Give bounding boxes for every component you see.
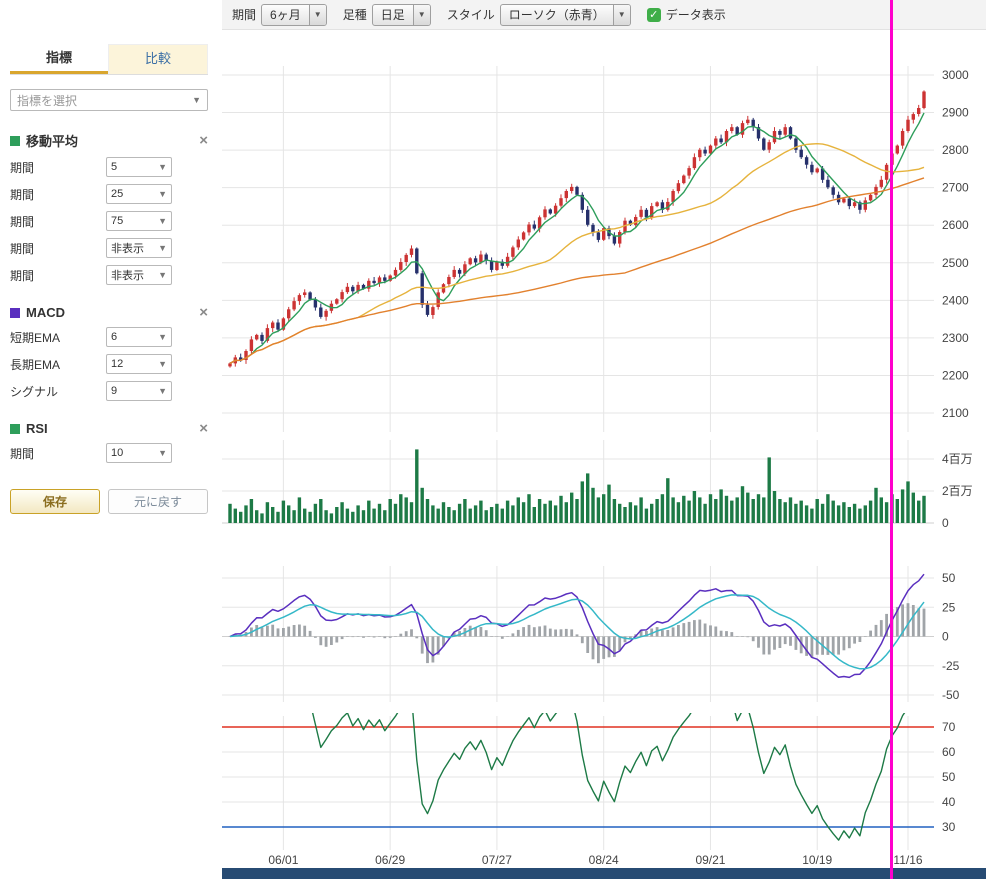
chevron-down-icon: ▼ (158, 359, 167, 369)
rsi-section-title: RSI (26, 421, 48, 436)
ma-color-swatch (10, 135, 20, 146)
svg-text:2100: 2100 (942, 406, 969, 420)
ma-section-title: 移動平均 (26, 134, 79, 149)
chart-bottom-bar (222, 868, 986, 879)
ma-period-2-select[interactable]: 25 ▼ (106, 184, 172, 204)
svg-text:11/16: 11/16 (893, 853, 922, 867)
chevron-down-icon: ▼ (158, 162, 167, 172)
rsi-color-swatch (10, 423, 20, 434)
macd-signal-label: シグナル (10, 384, 59, 399)
svg-text:0: 0 (942, 516, 949, 530)
svg-text:2800: 2800 (942, 143, 969, 157)
data-display-checkbox[interactable]: ✓ (646, 7, 661, 22)
period-dropdown[interactable]: 6ヶ月 ▼ (261, 3, 327, 26)
svg-text:-25: -25 (942, 659, 960, 673)
indicator-section-macd: MACD × 短期EMA 6 ▼ 長期EMA 12 ▼ シグナル 9 ▼ (10, 305, 208, 401)
svg-text:60: 60 (942, 745, 956, 759)
chevron-down-icon: ▼ (158, 216, 167, 226)
svg-text:-50: -50 (942, 688, 960, 702)
rsi-close-icon[interactable]: × (199, 420, 208, 437)
svg-text:10/19: 10/19 (802, 853, 832, 867)
svg-text:0: 0 (942, 630, 949, 644)
data-display-label: データ表示 (665, 8, 726, 22)
ma-period-1-label: 期間 (10, 160, 35, 175)
indicator-select[interactable]: 指標を選択 ▼ (10, 89, 208, 111)
svg-text:2500: 2500 (942, 256, 969, 270)
svg-text:2600: 2600 (942, 218, 969, 232)
chevron-down-icon: ▼ (192, 95, 201, 105)
ma-close-icon[interactable]: × (199, 132, 208, 149)
svg-text:70: 70 (942, 720, 956, 734)
svg-text:50: 50 (942, 571, 956, 585)
svg-text:2200: 2200 (942, 368, 969, 382)
bartype-label: 足種 (342, 8, 367, 22)
chevron-down-icon: ▼ (158, 448, 167, 458)
macd-long-ema-label: 長期EMA (10, 357, 61, 372)
chevron-down-icon: ▼ (158, 243, 167, 253)
svg-text:2百万: 2百万 (942, 484, 973, 498)
tab-compare[interactable]: 比較 (108, 44, 208, 74)
chart-toolbar: 期間 6ヶ月 ▼ 足種 日足 ▼ スタイル ローソク（赤青） ▼ ✓ データ表示 (222, 0, 986, 30)
svg-text:25: 25 (942, 600, 956, 614)
svg-text:07/27: 07/27 (482, 853, 512, 867)
tab-indicators[interactable]: 指標 (10, 44, 108, 74)
chevron-down-icon: ▼ (412, 4, 430, 25)
svg-text:40: 40 (942, 795, 956, 809)
rsi-period-label: 期間 (10, 446, 35, 461)
rsi-period-select[interactable]: 10 ▼ (106, 443, 172, 463)
ma-period-5-select[interactable]: 非表示 ▼ (106, 265, 172, 285)
macd-signal-select[interactable]: 9 ▼ (106, 381, 172, 401)
macd-close-icon[interactable]: × (199, 304, 208, 321)
macd-short-ema-label: 短期EMA (10, 330, 61, 345)
sidebar-tabs: 指標 比較 (10, 44, 208, 75)
chart-canvas: 2100 2200 2300 2400 2500 2600 2700 2800 2900 3000… (222, 30, 986, 868)
macd-short-ema-select[interactable]: 6 ▼ (106, 327, 172, 347)
ma-period-1-select[interactable]: 5 ▼ (106, 157, 172, 177)
bartype-dropdown[interactable]: 日足 ▼ (371, 3, 431, 26)
svg-text:2900: 2900 (942, 106, 969, 120)
reset-button[interactable]: 元に戻す (108, 489, 208, 514)
stock-chart[interactable]: 2100220023002400250026002700280029003000… (222, 30, 986, 868)
indicator-sidebar: 指標 比較 指標を選択 ▼ 移動平均 × 期間 5 ▼ 期間 25 ▼ 期間 75 ▼… (0, 0, 222, 879)
macd-section-title: MACD (26, 305, 65, 320)
style-dropdown[interactable]: ローソク（赤青） ▼ (499, 3, 631, 26)
ma-period-3-select[interactable]: 75 ▼ (106, 211, 172, 231)
chevron-down-icon: ▼ (158, 270, 167, 280)
macd-long-ema-select[interactable]: 12 ▼ (106, 354, 172, 374)
ma-period-2-label: 期間 (10, 187, 35, 202)
svg-text:09/21: 09/21 (695, 853, 725, 867)
save-button[interactable]: 保存 (10, 489, 100, 514)
svg-text:50: 50 (942, 770, 956, 784)
chevron-down-icon: ▼ (158, 386, 167, 396)
chart-region: 期間 6ヶ月 ▼ 足種 日足 ▼ スタイル ローソク（赤青） ▼ ✓ データ表示… (222, 0, 986, 879)
ma-period-4-select[interactable]: 非表示 ▼ (106, 238, 172, 258)
svg-text:06/29: 06/29 (375, 853, 405, 867)
svg-text:2700: 2700 (942, 181, 969, 195)
svg-text:3000: 3000 (942, 68, 969, 82)
svg-text:4百万: 4百万 (942, 452, 973, 466)
indicator-section-rsi: RSI × 期間 10 ▼ (10, 421, 208, 463)
chevron-down-icon: ▼ (612, 4, 630, 25)
ma-period-4-label: 期間 (10, 241, 35, 256)
ma-period-3-label: 期間 (10, 214, 35, 229)
style-label: スタイル (446, 8, 495, 22)
macd-color-swatch (10, 307, 20, 318)
ma-period-5-label: 期間 (10, 268, 35, 283)
svg-text:2300: 2300 (942, 331, 969, 345)
svg-text:30: 30 (942, 820, 956, 834)
svg-text:08/24: 08/24 (589, 853, 619, 867)
chevron-down-icon: ▼ (308, 4, 326, 25)
indicator-section-ma: 移動平均 × 期間 5 ▼ 期間 25 ▼ 期間 75 ▼ 期間 非表示 ▼ 期間 非表… (10, 131, 208, 285)
chevron-down-icon: ▼ (158, 189, 167, 199)
indicator-select-placeholder: 指標を選択 (17, 93, 78, 108)
svg-text:2400: 2400 (942, 293, 969, 307)
chevron-down-icon: ▼ (158, 332, 167, 342)
period-label: 期間 (232, 8, 257, 22)
svg-text:06/01: 06/01 (268, 853, 298, 867)
